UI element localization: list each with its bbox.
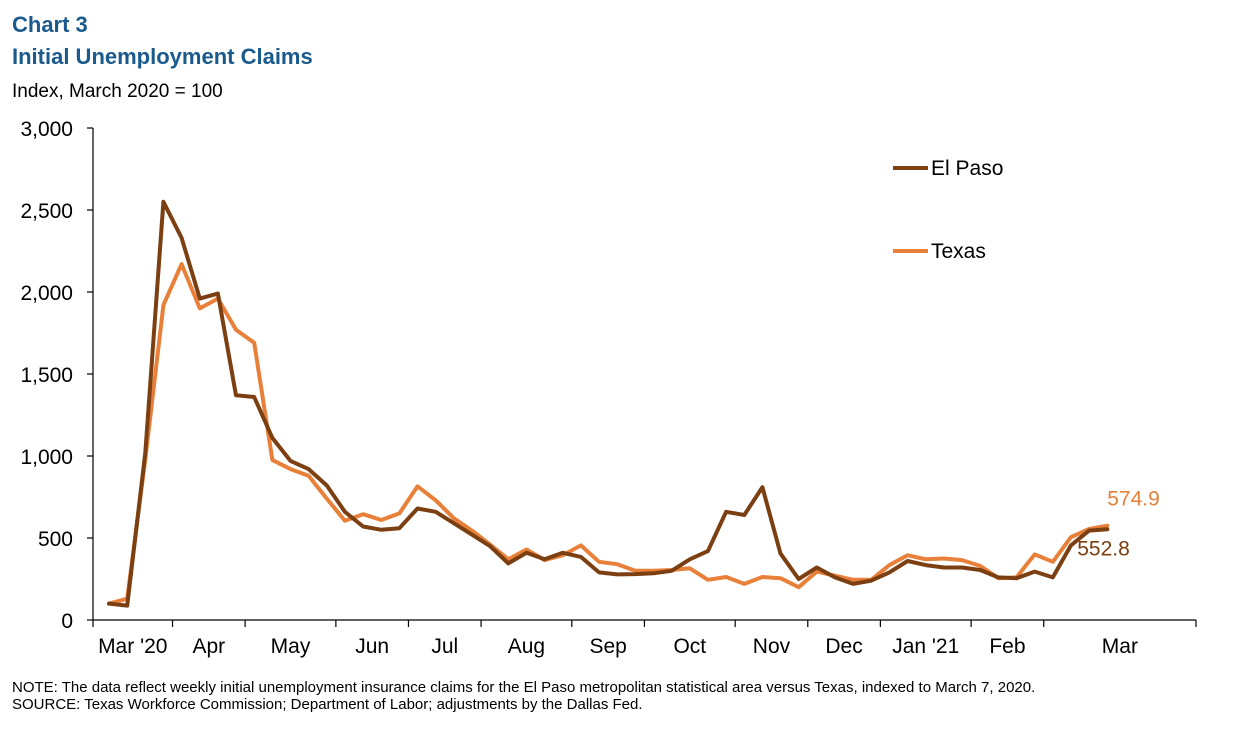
x-tick-label: Dec [825, 635, 862, 658]
chart-title: Initial Unemployment Claims [12, 44, 313, 69]
legend-label: El Paso [931, 157, 1003, 180]
x-tick-label: Sep [589, 635, 626, 658]
legend-label: Texas [931, 240, 986, 263]
y-tick-label: 2,500 [20, 200, 73, 223]
chart-axes: 0 500 1,000 1,500 2,000 2,500 3,000 Mar '20 Apr M… [20, 118, 1197, 658]
chart-number: Chart 3 [12, 12, 88, 37]
x-tick-label: Aug [508, 635, 545, 658]
x-tick-label: Jul [431, 635, 458, 658]
x-tick-label: Feb [989, 635, 1025, 658]
x-tick-label: Jun [355, 635, 389, 658]
y-tick-label: 1,500 [20, 364, 73, 387]
chart-source: SOURCE: Texas Workforce Commission; Depa… [12, 696, 643, 713]
y-tick-label: 500 [38, 528, 73, 551]
series-line-texas [107, 262, 1110, 606]
x-tick-label: Oct [673, 635, 706, 658]
series-line-el-paso [107, 199, 1110, 608]
y-tick-label: 3,000 [20, 118, 73, 141]
x-tick-label: Mar [1102, 635, 1138, 658]
chart-legend: El Paso Texas [893, 157, 1003, 263]
chart-subtitle: Index, March 2020 = 100 [12, 81, 223, 102]
y-tick-label: 0 [61, 610, 73, 633]
chart-note: NOTE: The data reflect weekly initial un… [12, 679, 1036, 696]
x-tick-label: May [271, 635, 311, 658]
x-tick-label: Nov [753, 635, 791, 658]
y-tick-label: 2,000 [20, 282, 73, 305]
x-tick-label: Jan '21 [892, 635, 959, 658]
x-tick-label: Mar '20 [98, 635, 167, 658]
x-tick-label: Apr [192, 635, 225, 658]
end-value-label-el-paso: 552.8 [1077, 537, 1130, 560]
chart-series: 552.8 574.9 [107, 199, 1160, 608]
y-tick-label: 1,000 [20, 446, 73, 469]
end-value-label-texas: 574.9 [1107, 488, 1160, 511]
